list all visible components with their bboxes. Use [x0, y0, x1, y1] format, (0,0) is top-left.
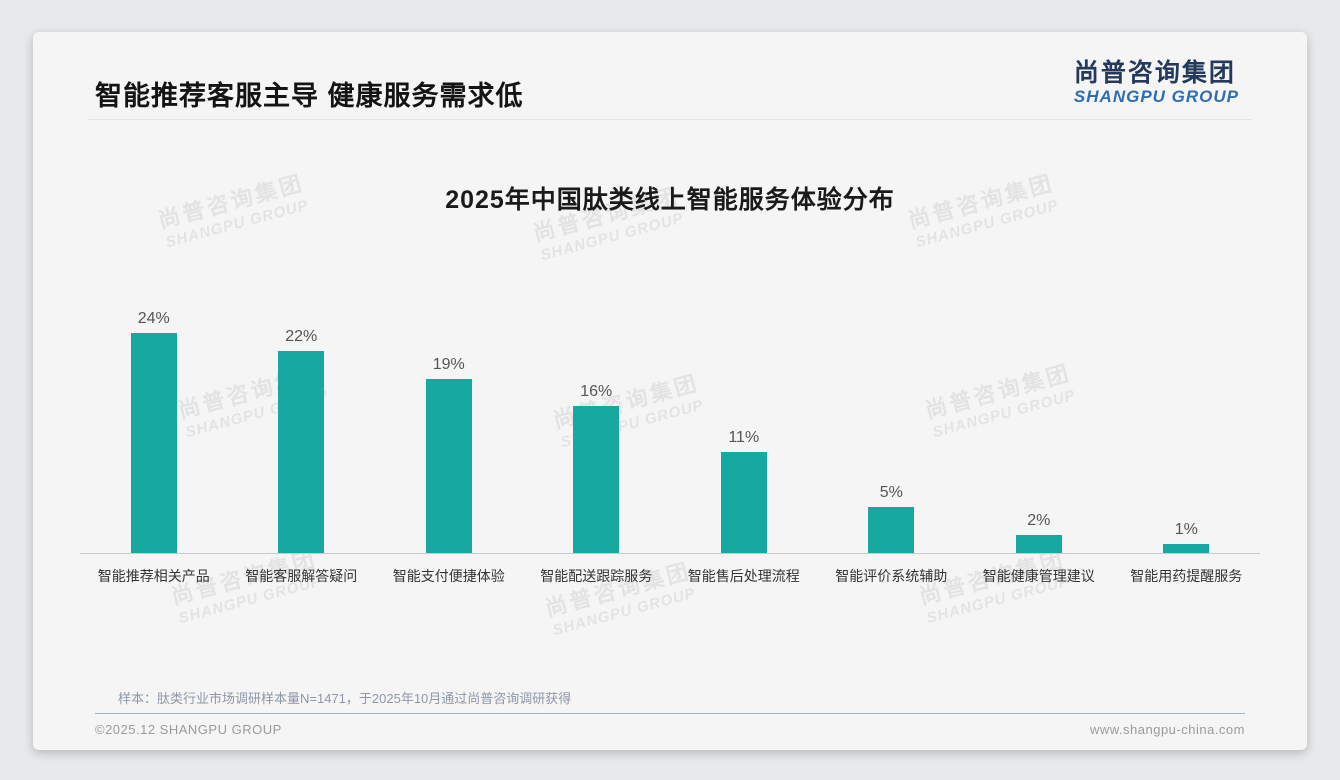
- x-axis-label: 智能用药提醒服务: [1130, 568, 1243, 584]
- watermark: 尚普咨询集团 SHANGPU GROUP: [522, 548, 718, 645]
- watermark-chinese-text: 尚普咨询集团: [542, 558, 694, 622]
- bar-value-label: 1%: [1174, 521, 1198, 538]
- bar-slot: 2%: [965, 512, 1113, 553]
- x-axis-label: 智能客服解答疑问: [245, 568, 358, 584]
- x-axis-label: 智能支付便捷体验: [392, 568, 505, 584]
- sample-note: 样本：肽类行业市场调研样本量N=1471，于2025年10月通过尚普咨询调研获得: [118, 691, 572, 706]
- logo-chinese-text: 尚普咨询集团: [1073, 59, 1236, 87]
- bar-value-label: 2%: [1027, 512, 1051, 529]
- bar: [573, 406, 620, 553]
- x-axis-line: [80, 553, 1260, 554]
- bar-slot: 19%: [375, 356, 523, 553]
- footer-divider: [95, 713, 1245, 714]
- website-text: www.shangpu-china.com: [1089, 722, 1245, 737]
- x-axis-label: 智能售后处理流程: [687, 568, 800, 584]
- x-axis-label: 智能推荐相关产品: [97, 568, 210, 584]
- bar: [130, 333, 177, 553]
- bar-value-label: 16%: [580, 383, 613, 400]
- bar-slot: 1%: [1113, 521, 1261, 553]
- slide-card: 尚普咨询集团 SHANGPU GROUP 尚普咨询集团 SHANGPU GROUP 尚普…: [33, 32, 1307, 750]
- bar-slot: 16%: [523, 383, 671, 553]
- bar-value-label: 11%: [728, 429, 760, 446]
- x-labels-row: 智能推荐相关产品 智能客服解答疑问 智能支付便捷体验 智能配送跟踪服务 智能售后处理流程…: [80, 566, 1260, 586]
- bar-slot: 24%: [80, 310, 228, 553]
- header-divider: [88, 119, 1251, 120]
- bar-slot: 11%: [670, 429, 818, 553]
- footer-row: ©2025.12 SHANGPU GROUP www.shangpu-china…: [95, 722, 1245, 737]
- x-axis-label: 智能评价系统辅助: [835, 568, 948, 584]
- watermark-english-text: SHANGPU GROUP: [550, 584, 698, 640]
- bar-slot: 5%: [818, 484, 966, 553]
- x-axis-label: 智能健康管理建议: [982, 568, 1095, 584]
- bar-slot: 22%: [228, 328, 376, 553]
- bar: [868, 507, 915, 553]
- bar: [1015, 535, 1062, 553]
- page-title: 智能推荐客服主导 健康服务需求低: [95, 81, 524, 111]
- bar: [278, 351, 325, 553]
- bar-value-label: 5%: [879, 484, 903, 501]
- bar: [425, 379, 472, 553]
- bar: [1163, 544, 1210, 553]
- chart-title: 2025年中国肽类线上智能服务体验分布: [445, 186, 895, 214]
- bars-row: 24% 22% 19% 16% 11% 5% 2% 1%: [80, 310, 1261, 553]
- company-logo: 尚普咨询集团 SHANGPU GROUP: [1074, 59, 1239, 106]
- bar-value-label: 24%: [137, 310, 170, 327]
- copyright-text: ©2025.12 SHANGPU GROUP: [95, 722, 282, 737]
- logo-english-text: SHANGPU GROUP: [1073, 87, 1239, 106]
- bar-value-label: 22%: [285, 328, 318, 345]
- x-axis-label: 智能配送跟踪服务: [540, 568, 653, 584]
- bar-value-label: 19%: [432, 356, 465, 373]
- bar: [720, 452, 767, 553]
